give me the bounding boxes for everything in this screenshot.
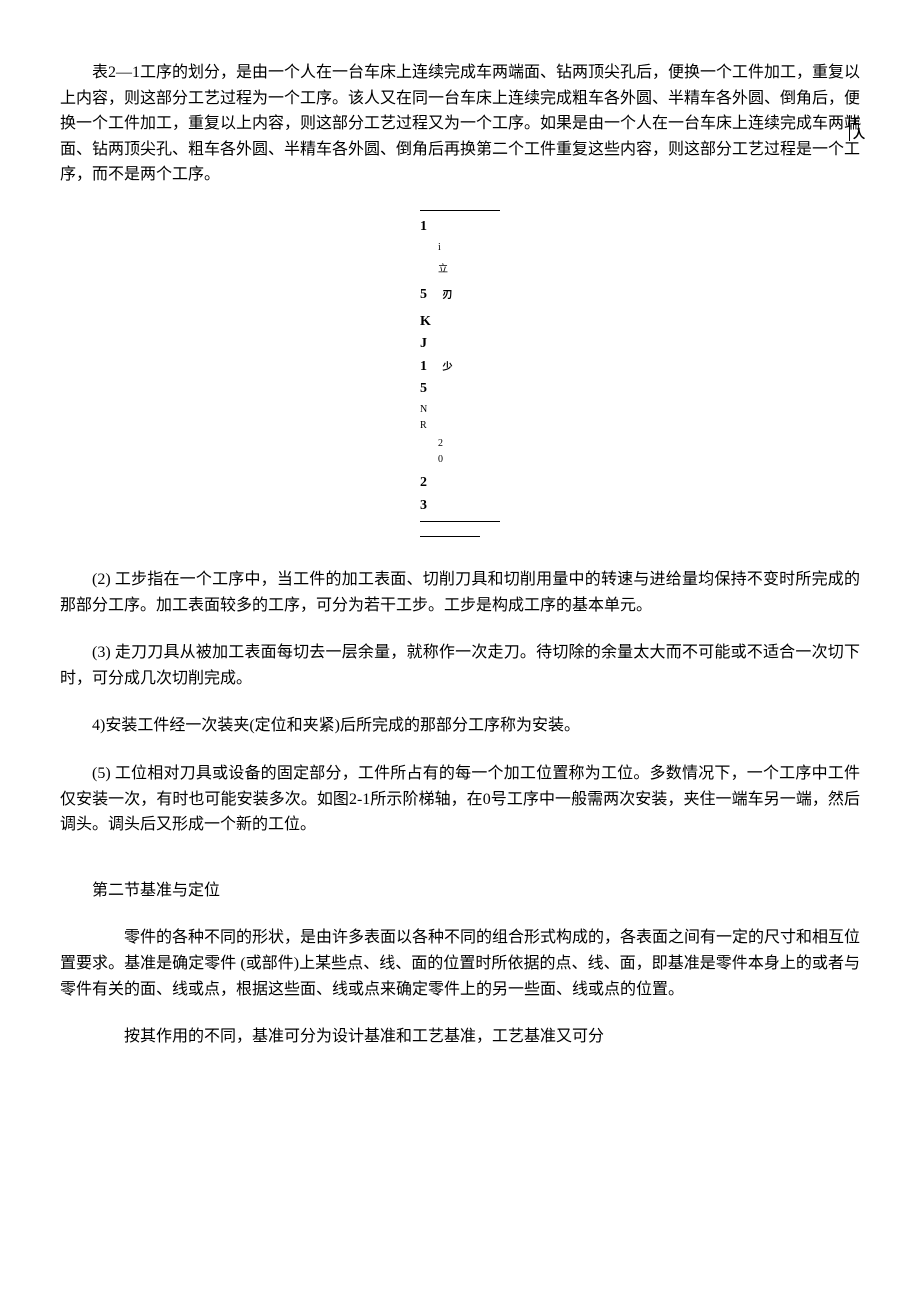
tf-r3b: 刃 [443, 290, 453, 301]
table-fragment: 1 i 立 5 刃 K J 1 少 5 N R 2 0 2 3 [420, 210, 500, 537]
corner-fragment: E 人 [849, 115, 865, 141]
tf-r6b: 少 [443, 362, 453, 373]
section-title: 第二节基准与定位 [60, 878, 860, 904]
paragraph-6: 零件的各种不同的形状，是由许多表面以各种不同的组合形式构成的，各表面之间有一定的… [60, 925, 860, 1002]
tf-r5: J [420, 336, 427, 351]
tf-r8b: R [420, 420, 427, 431]
tf-r8a: N [420, 404, 427, 415]
paragraph-4: 4)安装工件经一次装夹(定位和夹紧)后所完成的那部分工序称为安装。 [60, 713, 860, 739]
paragraph-1: 表2—1工序的划分，是由一个人在一台车床上连续完成车两端面、钻两顶尖孔后，便换一… [60, 60, 860, 188]
tf-r10: 2 [420, 475, 427, 490]
tf-r6: 1 [420, 359, 427, 374]
tf-r2: 立 [438, 264, 448, 275]
paragraph-2: (2) 工步指在一个工序中，当工件的加工表面、切削刀具和切削用量中的转速与进给量… [60, 567, 860, 618]
corner-line-2: 人 [853, 128, 865, 141]
paragraph-7: 按其作用的不同，基准可分为设计基准和工艺基准，工艺基准又可分 [60, 1024, 860, 1050]
paragraph-5: (5) 工位相对刀具或设备的固定部分，工件所占有的每一个加工位置称为工位。多数情… [60, 761, 860, 838]
tf-r1b: i [438, 242, 441, 253]
tf-r11: 3 [420, 498, 427, 513]
tf-r9b: 0 [438, 454, 443, 465]
tf-r1: 1 [420, 219, 427, 234]
tf-r4: K [420, 314, 431, 329]
tf-r3: 5 [420, 287, 427, 302]
tf-r9a: 2 [438, 438, 443, 449]
tf-r7: 5 [420, 381, 427, 396]
paragraph-3: (3) 走刀刀具从被加工表面每切去一层余量，就称作一次走刀。待切除的余量太大而不… [60, 640, 860, 691]
